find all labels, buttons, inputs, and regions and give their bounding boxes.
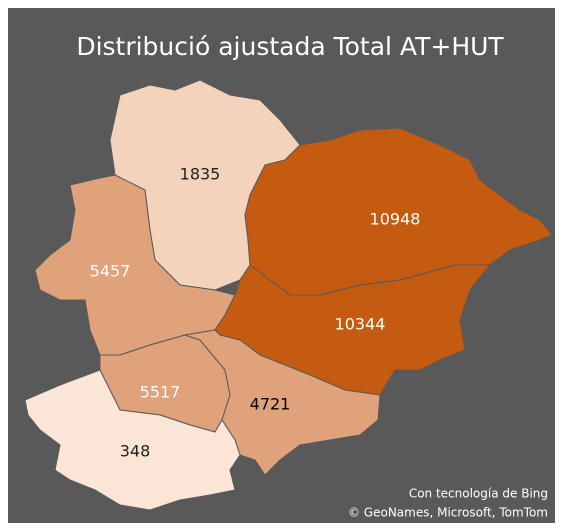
credit: © GeoNames, Microsoft, TomTom: [348, 506, 548, 520]
region-label: 10948: [370, 210, 421, 229]
region-label: 1835: [180, 165, 221, 184]
region-label: 4721: [250, 395, 291, 414]
region-label: 348: [120, 442, 151, 461]
region-label: 5457: [90, 262, 131, 281]
region-label: 10344: [335, 315, 386, 334]
region-label: 5517: [140, 383, 181, 402]
region: [24, 369, 241, 511]
map-title: Distribució ajustada Total AT+HUT: [76, 32, 504, 61]
credit: Con tecnología de Bing: [409, 487, 548, 501]
region: [184, 329, 381, 476]
